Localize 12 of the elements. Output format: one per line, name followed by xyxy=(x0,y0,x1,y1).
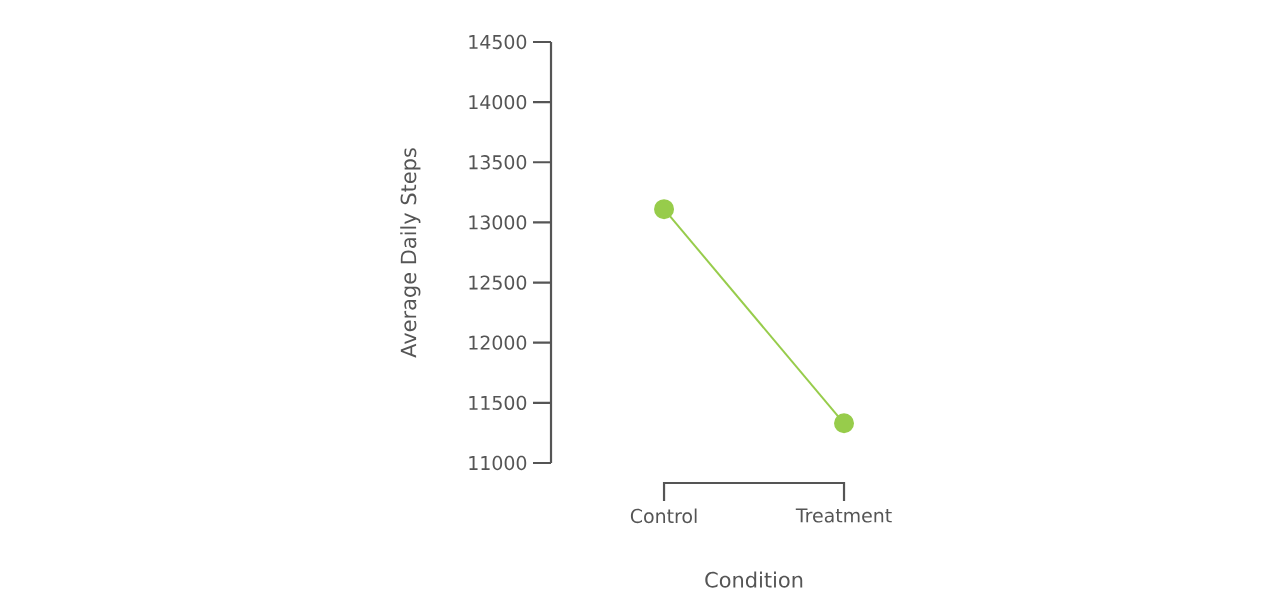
y-tick-label: 13500 xyxy=(469,155,527,170)
y-tick-label: 12500 xyxy=(469,275,527,290)
y-tick-label: 13000 xyxy=(469,215,527,230)
y-tick-label: 12000 xyxy=(469,335,527,350)
x-tick-label: Control xyxy=(630,508,697,524)
x-tick-label: Treatment xyxy=(795,508,892,523)
y-tick-label: 14500 xyxy=(469,34,527,50)
x-axis-title: Condition xyxy=(705,571,803,588)
y-tick-label: 14000 xyxy=(469,94,527,110)
y-axis-title: Average Daily Steps xyxy=(400,148,421,358)
y-tick-label: 11000 xyxy=(469,455,527,471)
y-tick-label: 11500 xyxy=(469,395,527,410)
